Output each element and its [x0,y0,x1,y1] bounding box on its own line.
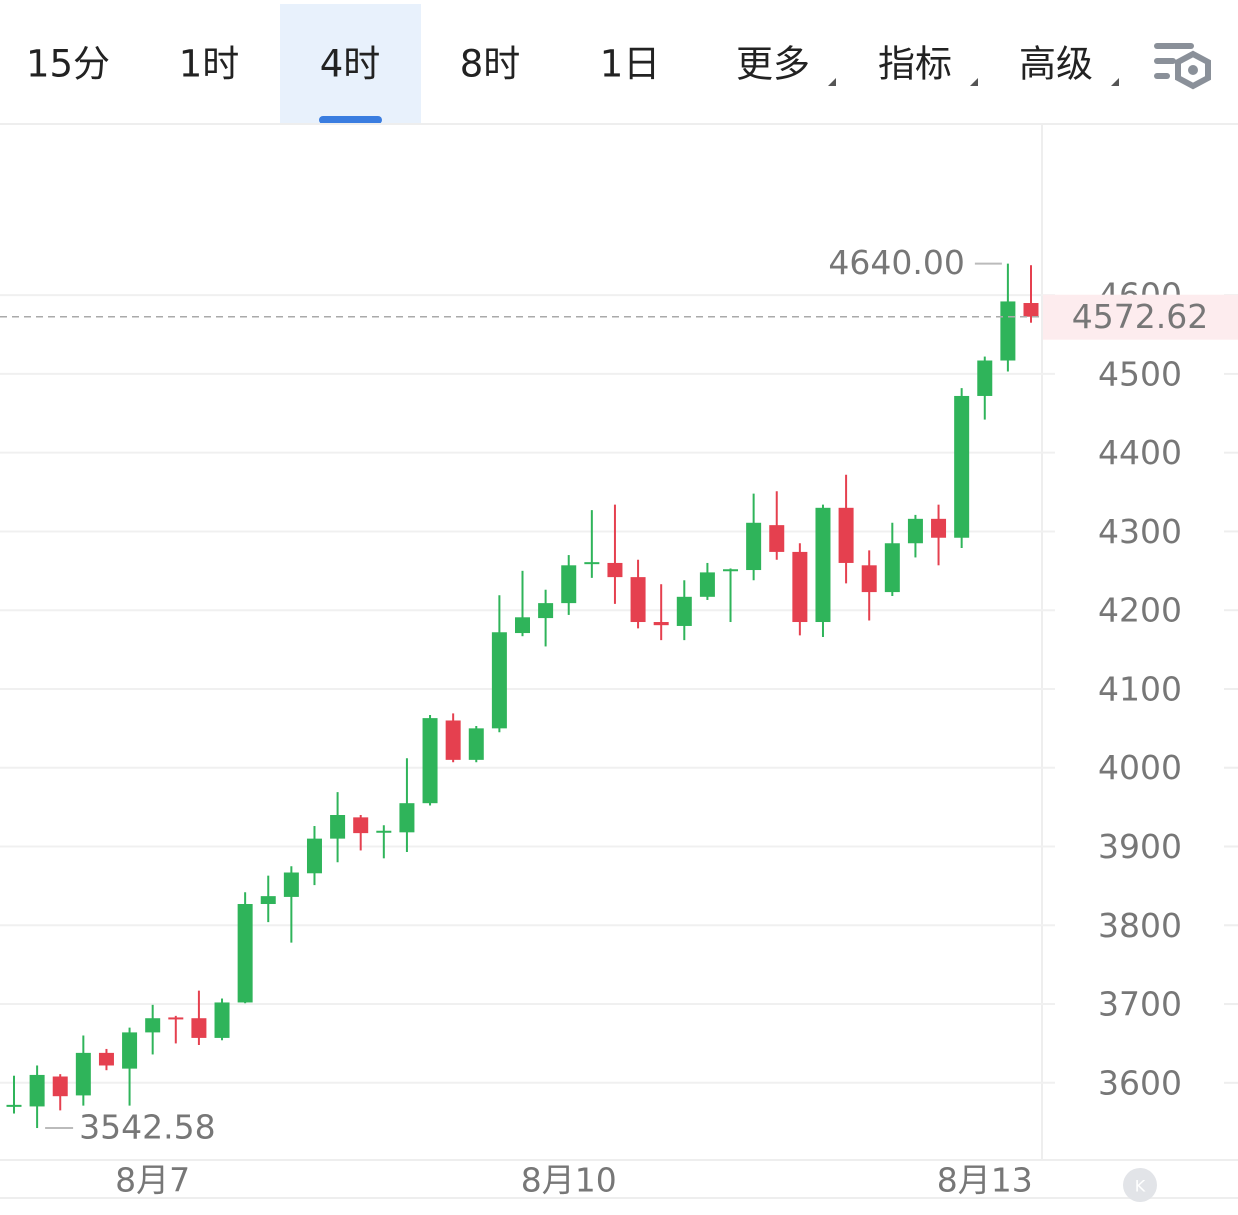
candle-body [491,632,507,729]
last-price-tag [1043,294,1238,340]
active-tab-indicator [319,116,382,124]
candle-body [376,830,392,833]
y-tick-label: 4400 [1098,433,1182,472]
candle-body [191,1018,207,1038]
candle-body [884,543,900,593]
candle-body [607,562,623,578]
candle-body [792,551,808,623]
candle-body [98,1052,114,1066]
candle-body [1000,301,1016,361]
candle-body [746,522,762,571]
y-tick-label: 4200 [1098,591,1182,630]
x-tick-label: 8月7 [115,1161,190,1200]
candle-body [29,1074,45,1107]
y-tick-label: 4000 [1098,748,1182,787]
tab[interactable]: 1日 [600,43,661,86]
candle-body [907,518,923,544]
candle-body [214,1002,230,1038]
candle-body [815,507,831,623]
candle-body [52,1076,68,1097]
scroll-icon: K [1135,1177,1146,1196]
candle-body [330,815,346,839]
candle-body [676,596,692,626]
candle-body [399,803,415,833]
candle-body [306,838,322,874]
candle-body [584,562,600,565]
min-label: 3542.58 [79,1108,215,1147]
x-tick-label: 8月10 [521,1161,617,1200]
candle-body [561,565,577,604]
candle-body [861,565,877,593]
max-label: 4640.00 [828,243,964,282]
candle-body [954,395,970,538]
candle-body [283,872,299,897]
candle-body [422,718,438,804]
candle-body [122,1032,138,1069]
y-tick-label: 3800 [1098,906,1182,945]
candle-body [1023,303,1039,317]
tab[interactable]: 更多 [736,43,810,86]
dropdown-arrow [828,78,836,86]
dropdown-arrow [970,78,978,86]
candle-body [260,896,276,905]
last-price-label: 4572.62 [1072,297,1208,336]
candle-body [468,728,484,760]
dropdown-arrow [1111,78,1119,86]
active-tab-bg [280,4,421,123]
candle-body [145,1018,161,1033]
tab[interactable]: 高级 [1019,43,1093,86]
candle-body [353,817,369,834]
tab[interactable]: 1时 [179,43,240,86]
y-tick-label: 4300 [1098,512,1182,551]
candle-body [6,1104,22,1107]
candle-body [75,1052,91,1096]
candle-body [515,617,530,634]
candle-body [445,720,461,760]
settings-icon[interactable] [1154,43,1211,90]
tab[interactable]: 8时 [460,43,521,86]
candle-body [237,904,253,1003]
candle-body [977,360,993,396]
scroll-button[interactable] [1123,1168,1157,1202]
candle-body [838,507,854,563]
candle-body [699,572,715,597]
tab[interactable]: 4时 [320,43,381,86]
tab[interactable]: 15分 [26,43,110,86]
y-tick-label: 4500 [1098,354,1182,393]
candle-body [538,603,554,619]
y-tick-label: 3700 [1098,985,1182,1024]
x-tick-label: 8月13 [937,1161,1033,1200]
y-tick-label: 4100 [1098,669,1182,708]
candle-body [168,1017,184,1020]
candle-body [769,525,785,552]
candle-body [653,622,669,626]
candle-body [931,518,947,538]
y-tick-label: 3900 [1098,827,1182,866]
candle-body [723,569,739,572]
tab[interactable]: 指标 [878,43,952,86]
candle-body [630,577,646,623]
y-tick-label: 3600 [1098,1063,1182,1102]
